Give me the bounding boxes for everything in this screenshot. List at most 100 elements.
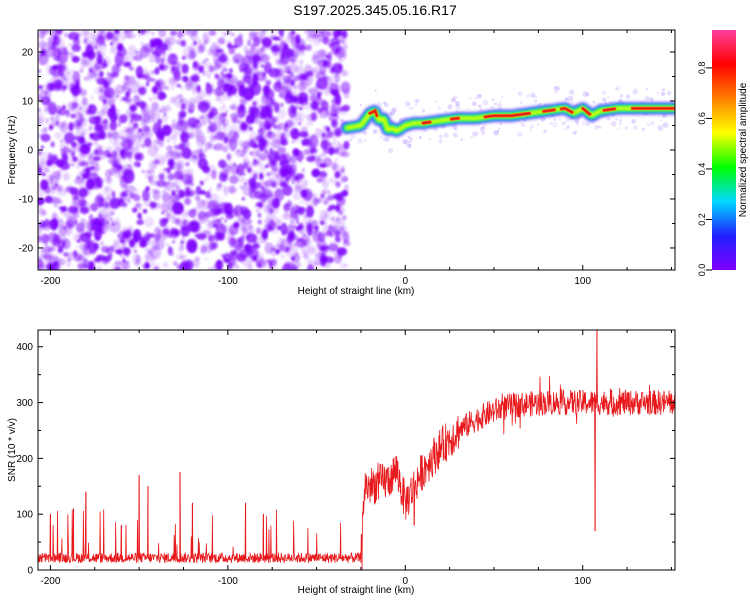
noise-blob bbox=[195, 195, 201, 202]
noise-blob bbox=[322, 188, 329, 195]
noise-blob bbox=[295, 41, 299, 48]
noise-blob bbox=[162, 85, 168, 91]
noise-blob bbox=[212, 112, 225, 126]
noise-blob bbox=[38, 263, 46, 270]
noise-blob bbox=[150, 78, 155, 82]
noise-blob bbox=[216, 185, 222, 192]
noise-blob bbox=[38, 158, 46, 167]
noise-blob bbox=[82, 30, 89, 38]
noise-blob bbox=[285, 203, 289, 207]
signal-halo bbox=[519, 101, 523, 104]
noise-blob bbox=[93, 183, 98, 188]
noise-blob bbox=[277, 59, 284, 65]
noise-blob bbox=[207, 234, 215, 242]
noise-blob bbox=[137, 35, 141, 38]
noise-blob bbox=[208, 250, 211, 254]
noise-blob bbox=[121, 204, 128, 210]
noise-blob bbox=[131, 67, 135, 71]
noise-blob bbox=[161, 124, 172, 136]
noise-blob bbox=[298, 97, 308, 106]
noise-blob bbox=[238, 236, 245, 242]
noise-blob bbox=[224, 202, 233, 216]
noise-blob bbox=[341, 32, 347, 36]
signal-halo bbox=[409, 140, 412, 144]
noise-blob bbox=[285, 90, 293, 99]
noise-blob bbox=[280, 222, 288, 236]
noise-blob bbox=[192, 50, 198, 58]
signal-halo bbox=[418, 136, 422, 140]
noise-blob bbox=[126, 137, 134, 147]
noise-blob bbox=[332, 216, 345, 230]
noise-blob bbox=[69, 155, 76, 168]
noise-blob bbox=[185, 187, 191, 196]
noise-blob bbox=[119, 31, 126, 42]
noise-blob bbox=[114, 169, 121, 178]
signal-halo bbox=[438, 138, 443, 144]
noise-blob bbox=[326, 265, 330, 269]
noise-blob bbox=[309, 134, 319, 149]
noise-blob bbox=[251, 54, 262, 63]
noise-blob bbox=[230, 32, 235, 37]
noise-blob bbox=[118, 198, 121, 201]
noise-blob bbox=[67, 149, 72, 153]
noise-blob bbox=[234, 36, 244, 48]
signal-peak bbox=[542, 108, 556, 113]
noise-blob bbox=[334, 147, 340, 151]
noise-blob bbox=[259, 156, 266, 161]
noise-blob bbox=[205, 58, 209, 62]
signal-halo bbox=[455, 104, 461, 110]
noise-blob bbox=[316, 107, 324, 113]
noise-blob bbox=[64, 32, 68, 38]
noise-blob bbox=[331, 89, 340, 97]
signal-halo bbox=[601, 91, 606, 96]
noise-blob bbox=[75, 194, 79, 201]
signal-halo bbox=[455, 101, 460, 106]
noise-blob bbox=[85, 186, 89, 191]
noise-blob bbox=[323, 221, 328, 228]
noise-blob bbox=[66, 216, 77, 229]
noise-blob bbox=[110, 154, 122, 162]
noise-blob bbox=[134, 152, 141, 161]
noise-blob bbox=[113, 140, 124, 152]
signal-halo bbox=[491, 106, 494, 109]
noise-blob bbox=[237, 115, 243, 124]
noise-blob bbox=[343, 254, 346, 257]
noise-blob bbox=[71, 44, 82, 52]
noise-blob bbox=[334, 171, 341, 179]
noise-blob bbox=[99, 214, 104, 220]
noise-blob bbox=[311, 155, 316, 160]
noise-blob bbox=[277, 108, 286, 120]
signal-halo bbox=[599, 126, 602, 129]
noise-blob bbox=[314, 84, 322, 89]
noise-blob bbox=[208, 30, 217, 36]
noise-blob bbox=[53, 211, 57, 215]
noise-blob bbox=[123, 185, 136, 193]
noise-blob bbox=[60, 150, 68, 157]
spectrogram-xlabel: Height of straight line (km) bbox=[298, 286, 415, 297]
noise-blob bbox=[305, 74, 310, 82]
noise-blob bbox=[228, 185, 236, 194]
snr-series-line bbox=[38, 330, 675, 570]
noise-blob bbox=[155, 55, 161, 64]
signal-halo bbox=[617, 127, 620, 130]
noise-blob bbox=[138, 86, 147, 96]
signal-halo bbox=[649, 120, 655, 126]
noise-blob bbox=[77, 31, 81, 40]
signal-halo bbox=[582, 91, 589, 98]
noise-blob bbox=[226, 68, 232, 74]
noise-blob bbox=[218, 54, 230, 67]
noise-blob bbox=[154, 234, 161, 242]
noise-blob bbox=[248, 30, 255, 36]
noise-blob bbox=[203, 70, 212, 77]
noise-blob bbox=[237, 254, 245, 264]
noise-blob bbox=[40, 145, 44, 149]
signal-halo bbox=[586, 92, 590, 96]
noise-blob bbox=[325, 108, 330, 117]
noise-blob bbox=[306, 257, 312, 264]
signal-peak bbox=[422, 121, 432, 125]
noise-blob bbox=[298, 59, 304, 66]
noise-blob bbox=[46, 159, 53, 167]
noise-blob bbox=[111, 190, 116, 198]
noise-blob bbox=[110, 37, 120, 46]
noise-blob bbox=[280, 254, 285, 259]
